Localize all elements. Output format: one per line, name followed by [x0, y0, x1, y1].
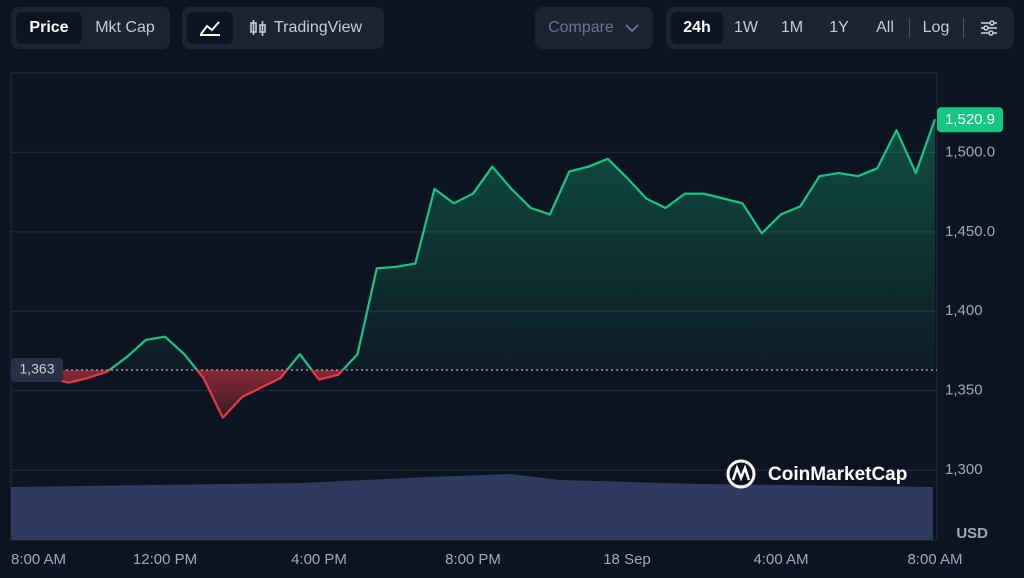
compare-label: Compare [548, 19, 614, 36]
line-chart-button[interactable] [187, 12, 233, 44]
y-tick-label: 1,400 [945, 302, 983, 319]
watermark: CoinMarketCap [768, 464, 907, 485]
range-switch: Log 24h 1W 1M 1Y All [666, 7, 1014, 49]
settings-icon[interactable] [979, 18, 999, 38]
tradingview-button[interactable]: TradingView [242, 12, 378, 44]
range-button[interactable]: All [876, 19, 894, 36]
separator [909, 18, 910, 38]
mkt-cap-button[interactable]: Mkt Cap [95, 19, 155, 36]
price-line [10, 118, 937, 419]
baseline-label-box [11, 358, 63, 383]
log-button[interactable]: Log [922, 19, 950, 36]
range-button[interactable]: 1Y [829, 19, 849, 36]
x-tick-label: 18 Sep [603, 551, 651, 568]
range-button[interactable]: 1M [780, 19, 804, 36]
tradingview-label: TradingView [274, 19, 363, 36]
separator [963, 18, 964, 38]
baseline-label: 1,363 [19, 361, 54, 377]
y-unit: USD [956, 525, 988, 542]
y-tick-label: 1,300 [945, 461, 983, 478]
compare-dropdown[interactable]: Compare [535, 7, 653, 49]
x-tick-label: 4:00 PM [291, 551, 347, 568]
x-tick-label: 4:00 AM [753, 551, 808, 568]
y-tick-label: 1,450.0 [945, 223, 995, 240]
y-tick-label: 1,350 [945, 382, 983, 399]
price-label-box [937, 107, 1003, 133]
price-label: 1,520.9 [945, 111, 995, 128]
y-tick-label: 1,500.0 [945, 143, 995, 160]
price-area [11, 119, 935, 418]
x-tick-label: 8:00 PM [445, 551, 501, 568]
candle-icon [250, 20, 266, 36]
chart-style-switch: TradingView [182, 7, 384, 49]
range-button[interactable]: 1W [734, 19, 758, 36]
chevron-icon [625, 24, 639, 33]
line-icon [200, 21, 220, 36]
logo: CoinMarketCap [726, 459, 907, 489]
volume-area [11, 474, 933, 540]
metric-switch: Price Mkt Cap [11, 7, 170, 49]
range-button[interactable]: 24h [671, 12, 723, 44]
x-tick-label: 12:00 PM [133, 551, 197, 568]
price-button[interactable]: Price [16, 12, 82, 44]
x-tick-label: 8:00 AM [907, 551, 962, 568]
x-tick-label: 8:00 AM [11, 551, 66, 568]
